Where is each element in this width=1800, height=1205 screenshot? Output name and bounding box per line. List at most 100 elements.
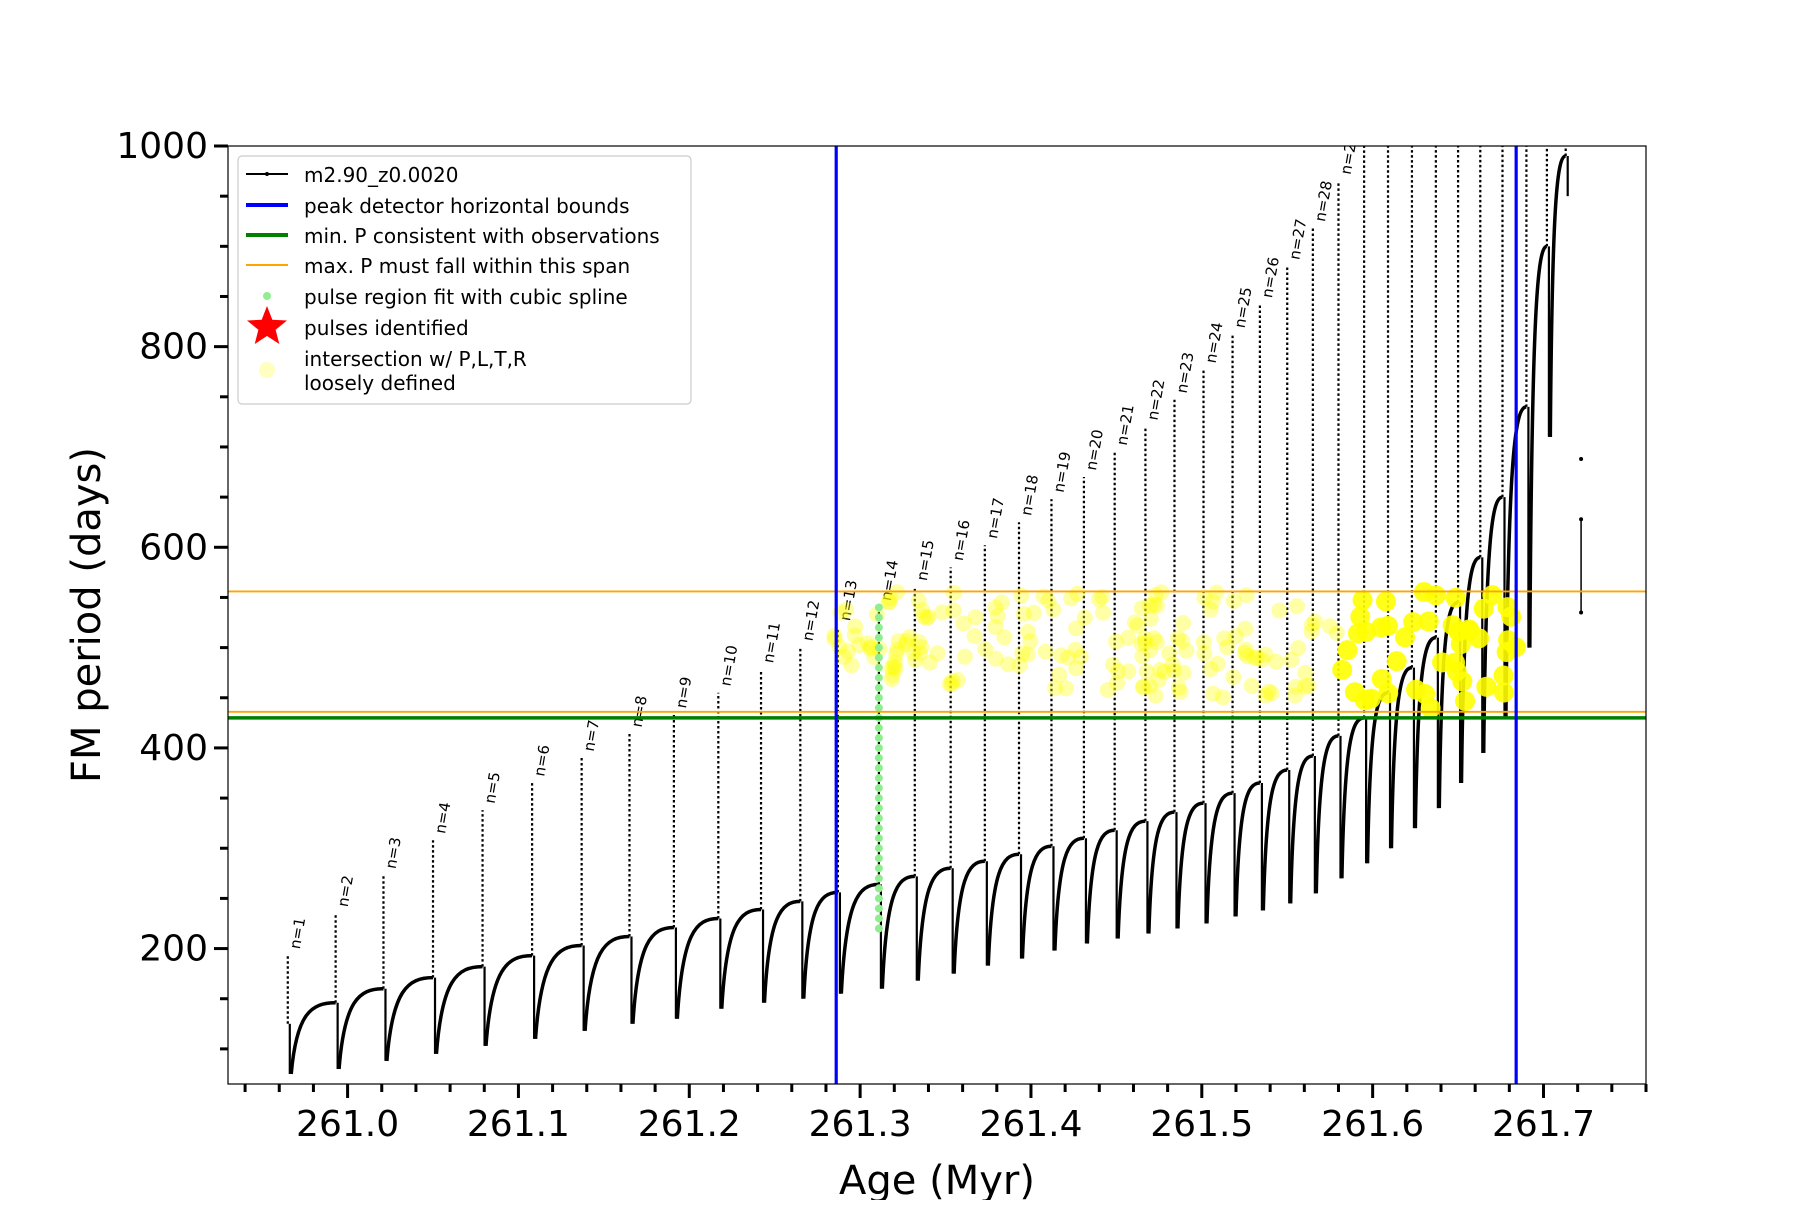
intersection-marker [1332, 659, 1353, 680]
intersection-marker [1263, 685, 1280, 702]
overlay-layer [228, 146, 1646, 1084]
spline-fit-point [874, 794, 883, 803]
intersection-marker [910, 592, 927, 609]
pulse-label: n=17 [983, 496, 1008, 540]
intersection-marker [1225, 669, 1242, 686]
interpulse-curve [484, 953, 533, 1047]
x-tick-label: 261.7 [1492, 1104, 1595, 1145]
intersection-marker [1394, 627, 1415, 648]
intersection-marker [886, 654, 903, 671]
x-tick-label: 261.2 [638, 1104, 741, 1145]
interpulse-curve [1116, 819, 1146, 939]
intersection-marker [1170, 629, 1187, 646]
interpulse-curve [801, 890, 838, 999]
intersection-marker [1371, 668, 1392, 689]
spline-fit-point [874, 723, 883, 732]
spline-fit-point [874, 673, 883, 682]
intersection-marker [1248, 649, 1265, 666]
interpulse-curve [916, 866, 951, 981]
intersection-marker [859, 635, 876, 652]
intersection-marker [1202, 661, 1219, 678]
pulse-label: n=1 [286, 916, 309, 950]
intersection-marker [1142, 641, 1159, 658]
intersection-marker [1268, 653, 1285, 670]
interpulse-curve [952, 859, 985, 974]
intersection-marker [1297, 664, 1314, 681]
intersection-marker [907, 652, 924, 669]
intersection-marker [1289, 598, 1306, 615]
intersection-marker [1287, 678, 1304, 695]
intersection-marker [1178, 642, 1195, 659]
intersection-marker [1287, 687, 1304, 704]
intersection-marker [1045, 601, 1062, 618]
legend-circle [259, 362, 275, 378]
interpulse-curve [880, 874, 915, 989]
intersection-marker [1108, 633, 1125, 650]
intersection-marker [839, 643, 856, 660]
intersection-marker [884, 666, 901, 683]
intersection-marker [1161, 645, 1178, 662]
interpulse-curve [583, 934, 630, 1031]
interpulse-curve [1389, 665, 1413, 849]
intersection-marker [1202, 601, 1219, 618]
intersection-marker [1337, 640, 1358, 661]
intersection-marker [1146, 630, 1163, 647]
intersection-marker [901, 629, 918, 646]
intersection-marker [1303, 616, 1320, 633]
intersection-marker [1214, 689, 1231, 706]
intersection-marker [1141, 678, 1158, 695]
intersection-marker [1253, 651, 1270, 668]
spline-fit-point [874, 914, 883, 923]
intersection-marker [1208, 584, 1225, 601]
spline-fit-point [874, 683, 883, 692]
intersection-marker [1068, 660, 1085, 677]
intersection-marker [1133, 600, 1150, 617]
intersection-marker [1348, 623, 1369, 644]
intersection-marker [1473, 598, 1494, 619]
pulse-label: n=28 [1311, 179, 1336, 223]
intersection-marker [1300, 677, 1317, 694]
legend-label: pulse region fit with cubic spline [304, 285, 628, 309]
intersection-marker [890, 633, 907, 650]
legend-label: m2.90_z0.0020 [304, 163, 459, 187]
interpulse-curve [533, 943, 582, 1039]
intersection-marker [989, 608, 1006, 625]
spline-fit-point [874, 924, 883, 933]
intersection-marker [1238, 641, 1255, 658]
intersection-marker [1498, 630, 1519, 651]
intersection-marker [1283, 651, 1300, 668]
intersection-marker [1141, 597, 1158, 614]
pulse-label: n=16 [949, 518, 974, 562]
interpulse-curve [1020, 844, 1052, 959]
intersection-marker [1063, 590, 1080, 607]
interpulse-curve [434, 964, 483, 1055]
interpulse-curve [1085, 828, 1115, 944]
intersection-marker [1360, 688, 1381, 709]
legend-label: intersection w/ P,L,T,R [304, 347, 527, 371]
pulse-label: n=18 [1017, 473, 1042, 517]
interpulse-curve [762, 899, 801, 1003]
intersection-marker [1219, 639, 1236, 656]
intersection-marker [835, 648, 852, 665]
intersection-marker [1037, 643, 1054, 660]
legend-label: pulses identified [304, 316, 469, 340]
y-axis-label: FM period (days) [64, 447, 110, 783]
x-axis-label: Age (Myr) [839, 1158, 1035, 1200]
intersection-marker [945, 584, 962, 601]
interpulse-curve [1528, 244, 1548, 648]
pulse-label: n=21 [1113, 403, 1138, 447]
pulse-label: n=9 [672, 675, 695, 709]
interpulse-curve [1205, 791, 1233, 924]
intersection-marker [943, 676, 960, 693]
intersection-marker [911, 634, 928, 651]
intersection-marker [1246, 650, 1263, 667]
intersection-marker [1236, 644, 1253, 661]
intersection-marker [838, 602, 855, 619]
x-tick-label: 261.1 [467, 1104, 570, 1145]
intersection-marker [977, 640, 994, 657]
intersection-marker [1303, 623, 1320, 640]
intersection-marker [847, 618, 864, 635]
intersection-marker [1352, 590, 1373, 611]
intersection-marker [883, 671, 900, 688]
intersection-marker [1136, 634, 1153, 651]
